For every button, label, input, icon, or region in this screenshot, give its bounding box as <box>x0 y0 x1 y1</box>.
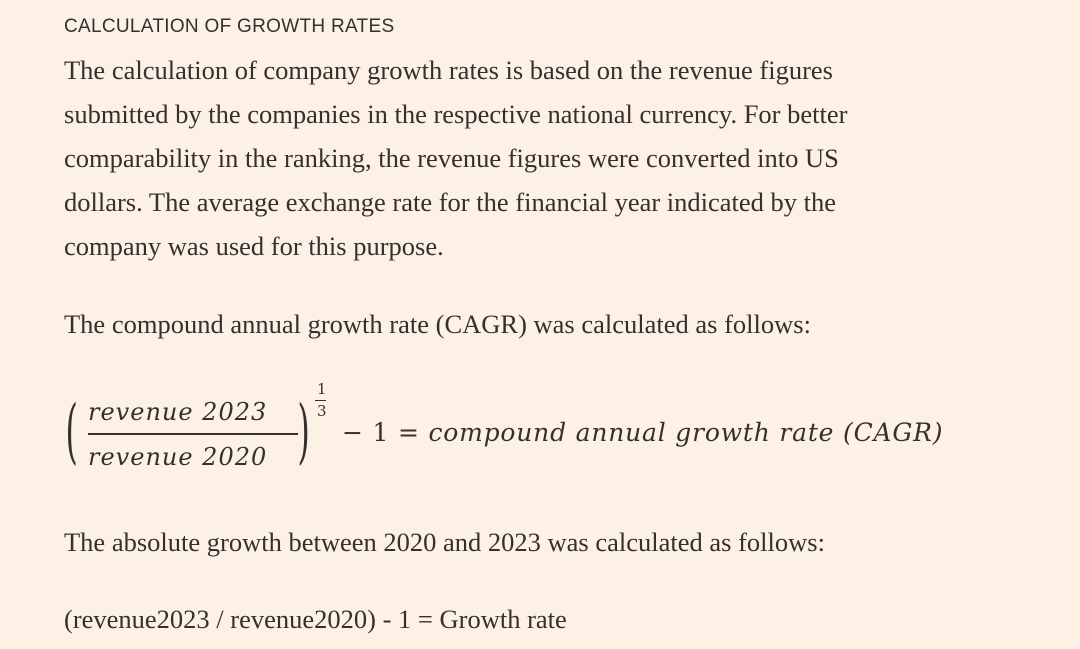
intro-line: dollars. The average exchange rate for t… <box>64 187 837 217</box>
exponent-numerator: 1 <box>317 380 327 398</box>
intro-line: company was used for this purpose. <box>64 231 444 261</box>
formula-result: compound annual growth rate (CAGR) <box>428 418 944 447</box>
formula-numerator: revenue 2023 <box>88 398 268 426</box>
absolute-growth-lead-paragraph: The absolute growth between 2020 and 202… <box>64 527 825 557</box>
intro-line: comparability in the ranking, the revenu… <box>64 143 839 173</box>
cagr-lead-paragraph: The compound annual growth rate (CAGR) w… <box>64 309 811 339</box>
formula-right-side: − 1 = compound annual growth rate (CAGR) <box>342 418 943 447</box>
fraction-bar <box>88 433 298 435</box>
cagr-formula: ( revenue 2023 revenue 2020 ) 1 3 − 1 = … <box>64 378 1054 478</box>
exponent-fraction-bar <box>315 400 326 401</box>
article-section: CALCULATION OF GROWTH RATES The calculat… <box>64 0 1054 649</box>
intro-line: submitted by the companies in the respec… <box>64 99 848 129</box>
exponent-denominator: 3 <box>317 402 327 420</box>
intro-line: The calculation of company growth rates … <box>64 55 833 85</box>
section-heading: CALCULATION OF GROWTH RATES <box>64 16 395 37</box>
absolute-growth-formula: (revenue2023 / revenue2020) - 1 = Growth… <box>64 604 567 634</box>
right-parenthesis: ) <box>297 390 310 472</box>
formula-denominator: revenue 2020 <box>88 443 268 471</box>
left-parenthesis: ( <box>65 390 78 472</box>
intro-paragraph: The calculation of company growth rates … <box>64 48 994 268</box>
formula-operator: − 1 = <box>342 418 420 447</box>
